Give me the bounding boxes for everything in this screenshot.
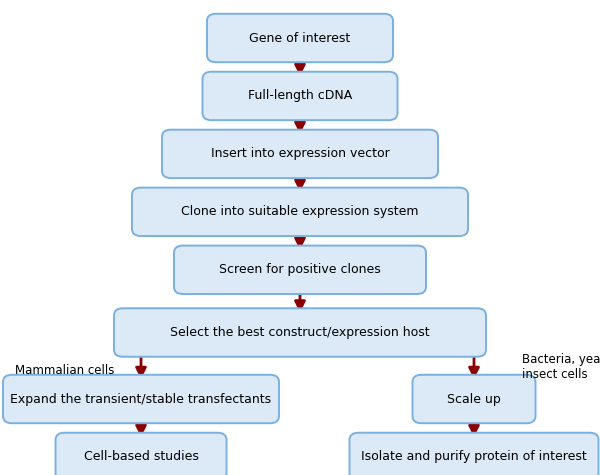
Text: Scale up: Scale up (447, 392, 501, 406)
Text: Expand the transient/stable transfectants: Expand the transient/stable transfectant… (10, 392, 272, 406)
Text: Cell-based studies: Cell-based studies (83, 450, 199, 464)
FancyBboxPatch shape (413, 375, 536, 423)
FancyBboxPatch shape (132, 188, 468, 236)
Text: Full-length cDNA: Full-length cDNA (248, 89, 352, 103)
FancyBboxPatch shape (207, 14, 393, 62)
FancyBboxPatch shape (3, 375, 279, 423)
Text: Select the best construct/expression host: Select the best construct/expression hos… (170, 326, 430, 339)
FancyBboxPatch shape (55, 433, 227, 475)
Text: Screen for positive clones: Screen for positive clones (219, 263, 381, 276)
FancyBboxPatch shape (203, 72, 398, 120)
Text: Insert into expression vector: Insert into expression vector (211, 147, 389, 161)
Text: Isolate and purify protein of interest: Isolate and purify protein of interest (361, 450, 587, 464)
FancyBboxPatch shape (349, 433, 599, 475)
FancyBboxPatch shape (114, 308, 486, 357)
Text: Gene of interest: Gene of interest (250, 31, 350, 45)
Text: Bacteria, yeast and
insect cells: Bacteria, yeast and insect cells (522, 353, 600, 380)
FancyBboxPatch shape (174, 246, 426, 294)
Text: Clone into suitable expression system: Clone into suitable expression system (181, 205, 419, 218)
Text: Mammalian cells: Mammalian cells (15, 364, 115, 377)
FancyBboxPatch shape (162, 130, 438, 178)
